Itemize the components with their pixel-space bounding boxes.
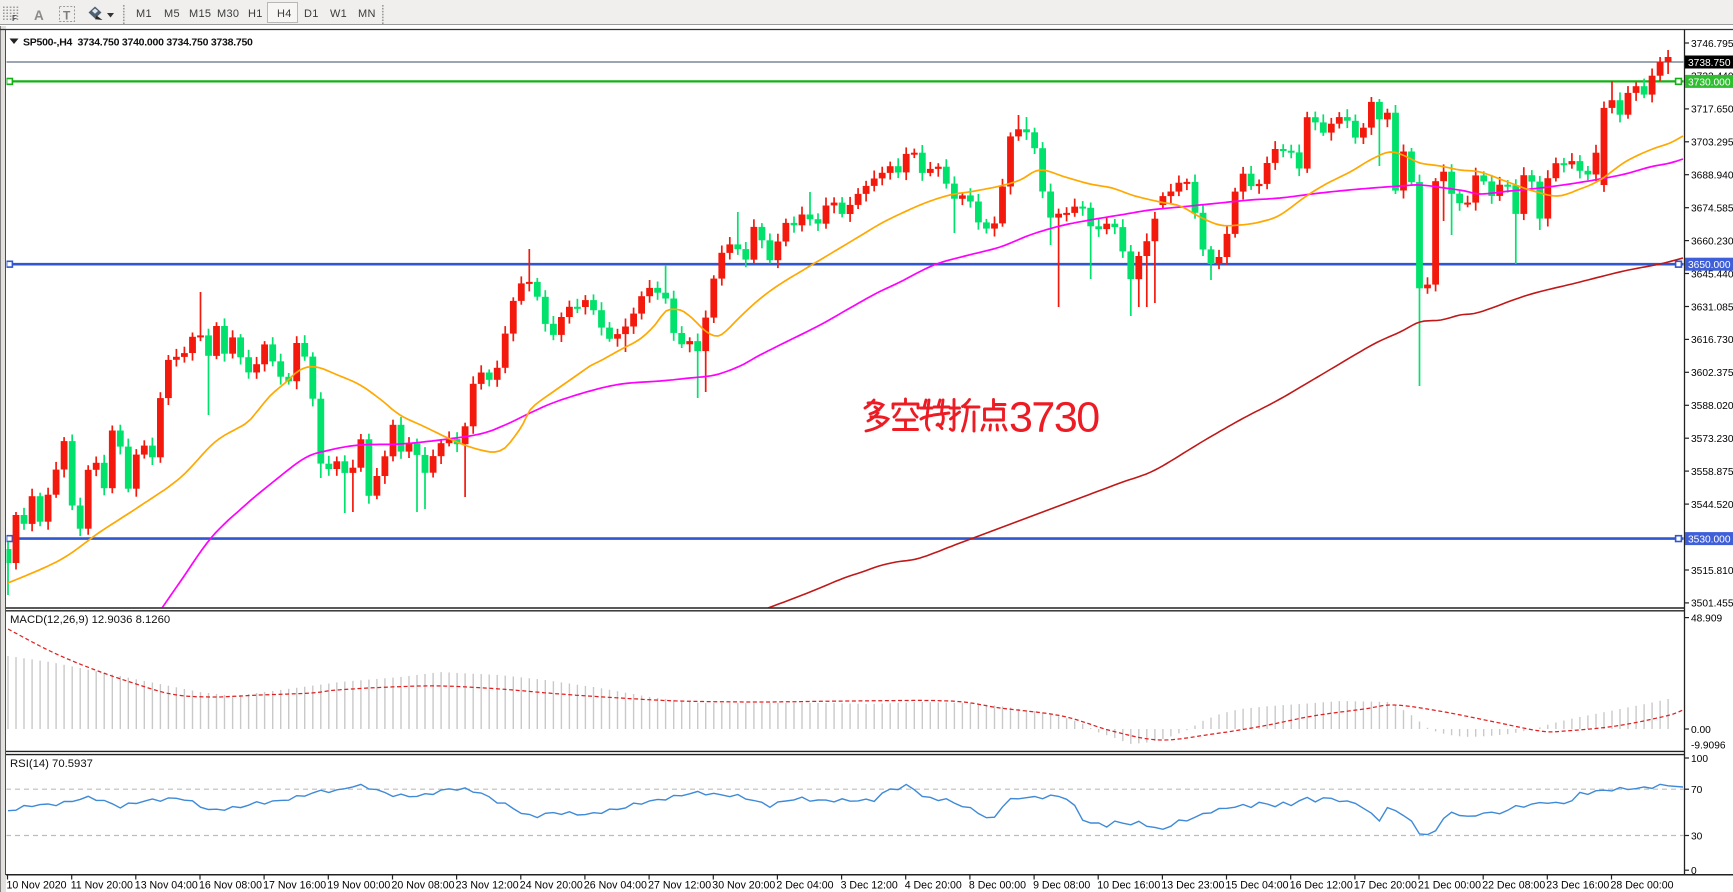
svg-text:M30: M30 <box>217 8 239 20</box>
svg-text:24 Nov 20:00: 24 Nov 20:00 <box>520 880 583 892</box>
svg-text:30 Nov 20:00: 30 Nov 20:00 <box>712 880 775 892</box>
svg-text:3730.000: 3730.000 <box>1688 77 1731 88</box>
svg-text:MACD(12,26,9) 12.9036 8.1260: MACD(12,26,9) 12.9036 8.1260 <box>10 614 170 626</box>
svg-text:16 Nov 08:00: 16 Nov 08:00 <box>199 880 262 892</box>
svg-text:SP500-,H4 3734.750 3740.000 3: SP500-,H4 3734.750 3740.000 3734.750 373… <box>23 37 253 49</box>
svg-text:2 Dec 04:00: 2 Dec 04:00 <box>776 880 833 892</box>
svg-text:3544.520: 3544.520 <box>1691 500 1733 511</box>
svg-text:3602.375: 3602.375 <box>1691 368 1733 379</box>
svg-text:M1: M1 <box>136 8 152 20</box>
svg-text:19 Nov 00:00: 19 Nov 00:00 <box>327 880 390 892</box>
svg-text:48.909: 48.909 <box>1691 613 1722 624</box>
svg-text:3688.940: 3688.940 <box>1691 171 1733 182</box>
svg-text:3558.875: 3558.875 <box>1691 467 1733 478</box>
svg-text:3588.020: 3588.020 <box>1691 401 1733 412</box>
svg-text:3703.295: 3703.295 <box>1691 138 1733 149</box>
svg-text:100: 100 <box>1691 754 1708 765</box>
svg-text:H1: H1 <box>248 8 263 20</box>
svg-text:3674.585: 3674.585 <box>1691 204 1733 215</box>
svg-text:3746.795: 3746.795 <box>1691 39 1733 50</box>
svg-text:RSI(14) 70.5937: RSI(14) 70.5937 <box>10 758 93 770</box>
svg-text:0.00: 0.00 <box>1691 725 1711 736</box>
svg-text:T: T <box>63 9 71 23</box>
svg-text:3530.000: 3530.000 <box>1688 535 1731 546</box>
svg-text:20 Nov 08:00: 20 Nov 08:00 <box>392 880 455 892</box>
svg-text:30: 30 <box>1691 831 1703 842</box>
svg-text:9 Dec 08:00: 9 Dec 08:00 <box>1033 880 1090 892</box>
svg-text:3645.440: 3645.440 <box>1691 269 1733 280</box>
svg-text:17 Dec 20:00: 17 Dec 20:00 <box>1354 880 1417 892</box>
svg-text:10 Nov 2020: 10 Nov 2020 <box>7 880 67 892</box>
svg-text:W1: W1 <box>330 8 347 20</box>
svg-text:M5: M5 <box>164 8 180 20</box>
svg-text:16 Dec 12:00: 16 Dec 12:00 <box>1290 880 1353 892</box>
svg-text:3573.230: 3573.230 <box>1691 434 1733 445</box>
svg-text:8 Dec 00:00: 8 Dec 00:00 <box>969 880 1026 892</box>
svg-text:22 Dec 08:00: 22 Dec 08:00 <box>1482 880 1545 892</box>
svg-text:10 Dec 16:00: 10 Dec 16:00 <box>1097 880 1160 892</box>
svg-text:3 Dec 12:00: 3 Dec 12:00 <box>841 880 898 892</box>
svg-text:F: F <box>12 14 17 23</box>
svg-text:70: 70 <box>1691 785 1703 796</box>
svg-text:3501.455: 3501.455 <box>1691 599 1733 610</box>
svg-text:0: 0 <box>1691 866 1697 877</box>
svg-text:3738.750: 3738.750 <box>1688 58 1731 69</box>
svg-text:A: A <box>34 8 44 23</box>
svg-text:28 Dec 00:00: 28 Dec 00:00 <box>1611 880 1674 892</box>
svg-text:21 Dec 00:00: 21 Dec 00:00 <box>1418 880 1481 892</box>
svg-text:4 Dec 20:00: 4 Dec 20:00 <box>905 880 962 892</box>
svg-text:23 Dec 16:00: 23 Dec 16:00 <box>1546 880 1609 892</box>
svg-text:3616.730: 3616.730 <box>1691 335 1733 346</box>
svg-text:-9.9096: -9.9096 <box>1691 741 1726 752</box>
svg-text:3631.085: 3631.085 <box>1691 302 1733 313</box>
svg-text:15 Dec 04:00: 15 Dec 04:00 <box>1226 880 1289 892</box>
svg-text:26 Nov 04:00: 26 Nov 04:00 <box>584 880 647 892</box>
svg-text:3717.650: 3717.650 <box>1691 105 1733 116</box>
svg-text:13 Nov 04:00: 13 Nov 04:00 <box>135 880 198 892</box>
svg-text:17 Nov 16:00: 17 Nov 16:00 <box>263 880 326 892</box>
svg-text:27 Nov 12:00: 27 Nov 12:00 <box>648 880 711 892</box>
svg-text:13 Dec 23:00: 13 Dec 23:00 <box>1161 880 1224 892</box>
svg-text:M15: M15 <box>189 8 211 20</box>
svg-text:3515.810: 3515.810 <box>1691 566 1733 577</box>
svg-text:3650.000: 3650.000 <box>1688 260 1731 271</box>
svg-text:23 Nov 12:00: 23 Nov 12:00 <box>456 880 519 892</box>
svg-text:3730: 3730 <box>1009 394 1099 442</box>
svg-text:D1: D1 <box>304 8 319 20</box>
svg-text:MN: MN <box>358 8 376 20</box>
svg-text:3660.230: 3660.230 <box>1691 236 1733 247</box>
svg-text:H4: H4 <box>277 8 292 20</box>
svg-text:11 Nov 20:00: 11 Nov 20:00 <box>71 880 133 892</box>
